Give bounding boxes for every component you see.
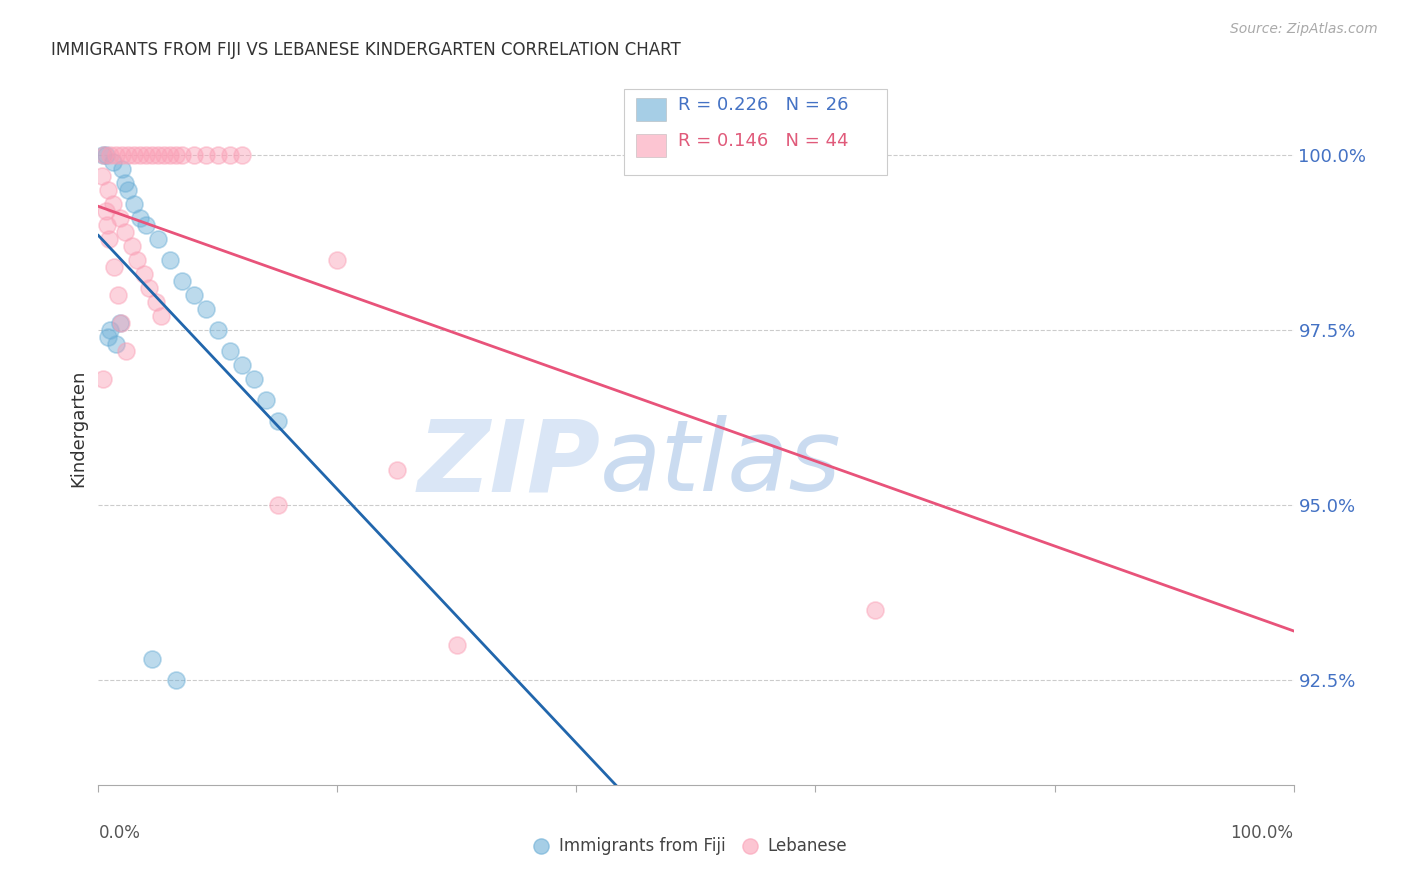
Bar	[624, 89, 887, 175]
Point	[172, 274, 194, 288]
Point	[91, 148, 114, 162]
Point	[110, 316, 132, 330]
Point	[138, 281, 160, 295]
Point	[124, 148, 146, 162]
Point	[108, 211, 131, 226]
Text: R = 0.226   N = 26: R = 0.226 N = 26	[678, 96, 849, 114]
Point	[114, 176, 136, 190]
Text: 0.0%: 0.0%	[98, 824, 141, 842]
Point	[267, 414, 290, 428]
Point	[141, 148, 163, 162]
Point	[172, 148, 194, 162]
Point	[183, 288, 205, 302]
Point	[153, 148, 176, 162]
Text: atlas: atlas	[600, 416, 842, 512]
Point	[267, 498, 290, 512]
Point	[195, 148, 218, 162]
Point	[135, 148, 157, 162]
Point	[91, 372, 114, 386]
Point	[141, 652, 163, 666]
Point	[183, 148, 205, 162]
Point	[149, 310, 172, 324]
Point	[105, 148, 128, 162]
Point	[121, 239, 143, 253]
Bar	[637, 134, 666, 157]
Point	[93, 148, 115, 162]
Point	[124, 197, 146, 211]
Point	[231, 148, 253, 162]
Point	[165, 673, 187, 687]
Point	[101, 197, 124, 211]
Point	[98, 232, 121, 246]
Point	[148, 232, 170, 246]
Point	[207, 323, 229, 337]
Point	[115, 344, 138, 359]
Point	[96, 219, 118, 233]
Point	[97, 183, 120, 197]
Point	[254, 393, 277, 408]
Point	[165, 148, 187, 162]
Point	[219, 344, 242, 359]
Point	[135, 219, 157, 233]
Point	[111, 148, 134, 162]
Text: Immigrants from Fiji: Immigrants from Fiji	[558, 837, 725, 855]
Point	[101, 155, 124, 169]
Bar	[637, 98, 666, 121]
Point	[865, 603, 887, 617]
Point	[207, 148, 229, 162]
Point	[129, 211, 152, 226]
Point	[97, 330, 120, 344]
Y-axis label: Kindergarten: Kindergarten	[69, 369, 87, 487]
Text: Source: ZipAtlas.com: Source: ZipAtlas.com	[1230, 22, 1378, 37]
Point	[385, 463, 409, 477]
Point	[114, 225, 136, 239]
Point	[446, 638, 468, 652]
Point	[117, 148, 139, 162]
Point	[326, 253, 349, 268]
Point	[98, 148, 122, 162]
Text: ZIP: ZIP	[418, 416, 600, 512]
Text: R = 0.146   N = 44: R = 0.146 N = 44	[678, 132, 849, 150]
Point	[243, 372, 266, 386]
Text: IMMIGRANTS FROM FIJI VS LEBANESE KINDERGARTEN CORRELATION CHART: IMMIGRANTS FROM FIJI VS LEBANESE KINDERG…	[51, 41, 681, 59]
Point	[94, 148, 117, 162]
Point	[94, 204, 117, 219]
Point	[107, 288, 129, 302]
Point	[108, 316, 131, 330]
Text: Lebanese: Lebanese	[768, 837, 848, 855]
Point	[159, 148, 181, 162]
Point	[231, 358, 253, 372]
Point	[103, 260, 125, 275]
Point	[105, 337, 128, 351]
Point	[145, 295, 167, 310]
Point	[91, 169, 114, 184]
Point	[111, 162, 134, 177]
Point	[159, 253, 181, 268]
Point	[117, 183, 139, 197]
Point	[98, 323, 122, 337]
Text: 100.0%: 100.0%	[1230, 824, 1294, 842]
Point	[219, 148, 242, 162]
Point	[148, 148, 170, 162]
Point	[125, 253, 148, 268]
Point	[804, 148, 827, 162]
Point	[132, 267, 155, 281]
Point	[195, 302, 218, 317]
Point	[129, 148, 152, 162]
